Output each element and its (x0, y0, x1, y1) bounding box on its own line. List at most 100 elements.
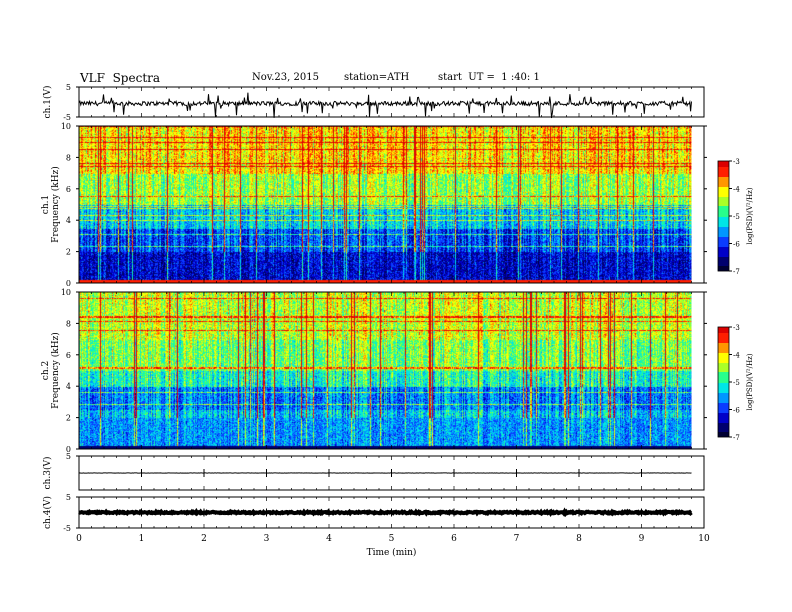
colorbar-segment (718, 344, 729, 346)
x-tick-label: 10 (698, 534, 710, 544)
colorbar-segment (718, 239, 729, 241)
colorbar-segment (718, 210, 729, 212)
colorbar-segment (718, 180, 729, 182)
colorbar-segment (718, 431, 729, 433)
colorbar-segment (718, 171, 729, 173)
colorbar-segment (718, 187, 729, 189)
colorbar-segment (718, 391, 729, 393)
colorbar-segment (718, 373, 729, 375)
colorbar-segment (718, 268, 729, 270)
chart-title: VLF Spectra (80, 71, 161, 85)
colorbar-segment (718, 367, 729, 369)
colorbar-segment (718, 259, 729, 261)
colorbar-segment (718, 237, 729, 239)
colorbar-segment (718, 430, 729, 432)
colorbar-segment (718, 336, 729, 338)
x-tick-label: 5 (389, 534, 395, 544)
y-axis-label: Frequency (kHz) (50, 332, 61, 409)
colorbar-segment (718, 337, 729, 339)
colorbar-tick-label: -5 (733, 213, 740, 221)
y-tick-label: 6 (66, 351, 71, 360)
colorbar-segment (718, 253, 729, 255)
colorbar-segment (718, 335, 729, 337)
y-tick-label: 4 (66, 216, 71, 225)
y-tick-label: 8 (66, 319, 71, 328)
colorbar-segment (718, 198, 729, 200)
colorbar-segment (718, 358, 729, 360)
colorbar-segment (718, 202, 729, 204)
x-axis-label: Time (min) (367, 547, 417, 558)
colorbar-segment (718, 425, 729, 427)
colorbar-segment (718, 224, 729, 226)
colorbar-segment (718, 368, 729, 370)
colorbar-segment (718, 352, 729, 354)
colorbar-segment (718, 249, 729, 251)
y-tick-label: 6 (66, 185, 71, 194)
colorbar-tick-label: -5 (733, 379, 740, 387)
colorbar-segment (718, 343, 729, 345)
colorbar-segment (718, 370, 729, 372)
colorbar-segment (718, 243, 729, 245)
channel-label: ch.1 (41, 195, 51, 214)
colorbar-segment (718, 348, 729, 350)
y-tick-label: 4 (66, 382, 71, 391)
colorbar-segment (718, 248, 729, 250)
colorbar-segment (718, 227, 729, 229)
colorbar-segment (718, 377, 729, 379)
colorbar-segment (718, 411, 729, 413)
colorbar-segment (718, 212, 729, 214)
colorbar-segment (718, 258, 729, 260)
colorbar-segment (718, 184, 729, 186)
colorbar-segment (718, 395, 729, 397)
colorbar-segment (718, 261, 729, 263)
start-time-label: start UT = 1 :40: 1 (438, 72, 540, 83)
colorbar-segment (718, 183, 729, 185)
colorbar-segment (718, 371, 729, 373)
colorbar-segment (718, 197, 729, 199)
colorbar-segment (718, 365, 729, 367)
colorbar-segment (718, 203, 729, 205)
colorbar-segment (718, 397, 729, 399)
y-tick-label: 0 (66, 445, 71, 454)
colorbar-segment (718, 416, 729, 418)
colorbar-segment (718, 351, 729, 353)
colorbar-segment (718, 364, 729, 366)
colorbar-segment (718, 375, 729, 377)
y-tick-label: 5 (66, 83, 71, 92)
colorbar-segment (718, 242, 729, 244)
colorbar-segment (718, 399, 729, 401)
colorbar-segment (718, 179, 729, 181)
colorbar-segment (718, 240, 729, 242)
colorbar-segment (718, 363, 729, 365)
colorbar-segment (718, 376, 729, 378)
colorbar-segment (718, 205, 729, 207)
waveform-trace (78, 92, 692, 119)
y-tick-label: 2 (66, 248, 71, 257)
colorbar-segment (718, 334, 729, 336)
colorbar-segment (718, 241, 729, 243)
colorbar-tick-label: -4 (733, 352, 740, 360)
colorbar-segment (718, 402, 729, 404)
colorbar-segment (718, 181, 729, 183)
colorbar-segment (718, 340, 729, 342)
colorbar-segment (718, 262, 729, 264)
colorbar-segment (718, 256, 729, 258)
colorbar-segment (718, 408, 729, 410)
x-tick-label: 7 (514, 534, 520, 544)
spectrogram-ch1 (79, 126, 692, 283)
colorbar-segment (718, 374, 729, 376)
colorbar-segment (718, 356, 729, 358)
colorbar-segment (718, 414, 729, 416)
colorbar-segment (718, 220, 729, 222)
colorbar-segment (718, 385, 729, 387)
colorbar-segment (718, 361, 729, 363)
colorbar-segment (718, 230, 729, 232)
colorbar-segment (718, 413, 729, 415)
x-tick-label: 2 (201, 534, 207, 544)
colorbar-segment (718, 333, 729, 335)
colorbar-segment (718, 420, 729, 422)
colorbar-segment (718, 172, 729, 174)
colorbar-segment (718, 216, 729, 218)
colorbar-segment (718, 341, 729, 343)
colorbar-segment (718, 257, 729, 259)
